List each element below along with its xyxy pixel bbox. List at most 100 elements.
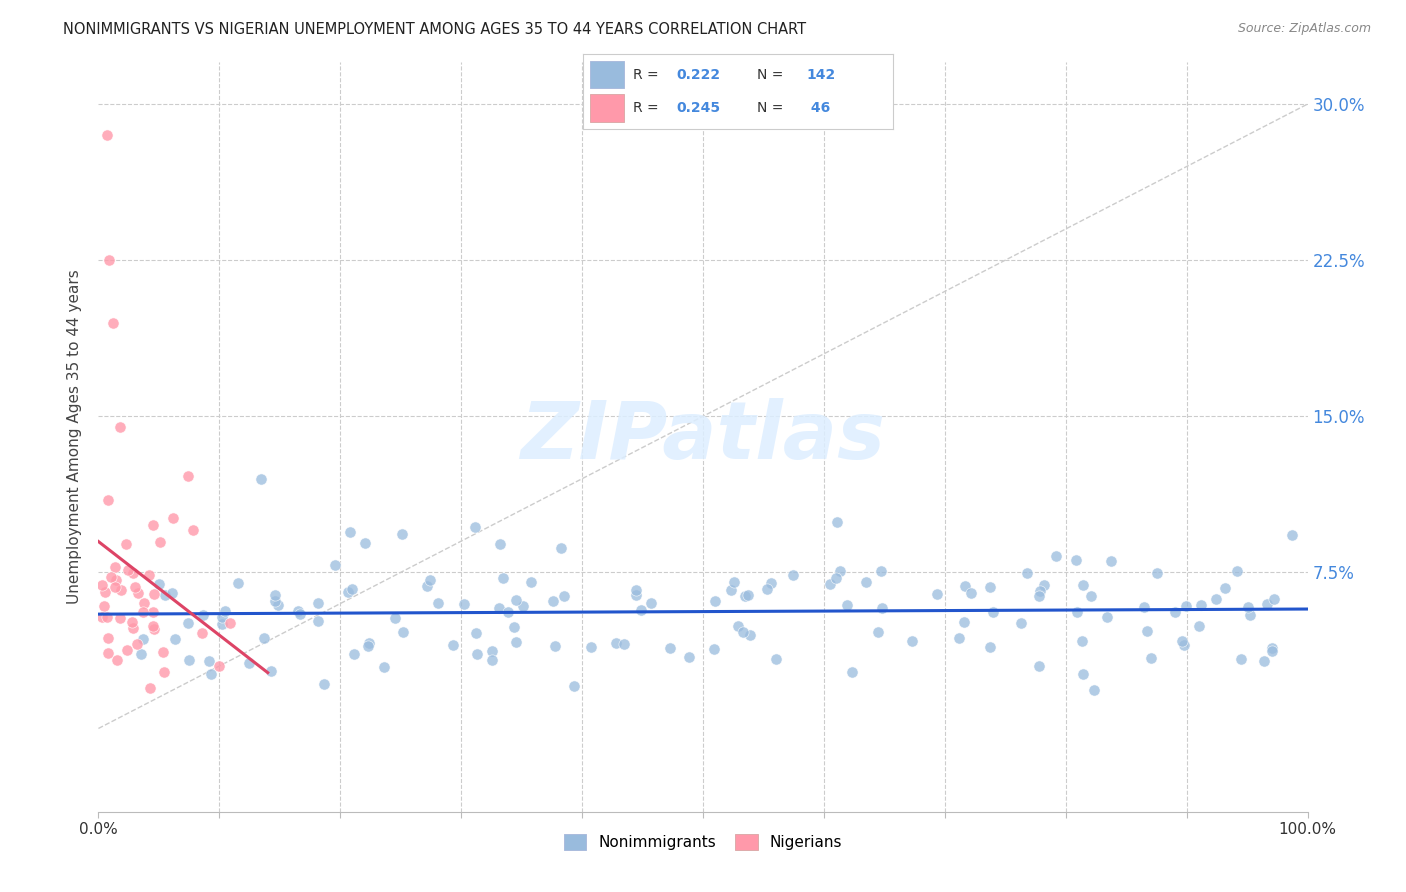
Text: N =: N =: [756, 101, 787, 115]
Point: [492, 571, 515, 585]
Point: [323, 558, 346, 572]
Point: [496, 605, 519, 619]
Point: [104, 580, 127, 594]
Point: [101, 316, 124, 330]
Point: [115, 642, 138, 657]
Point: [613, 637, 636, 651]
Point: [1170, 633, 1192, 648]
Point: [1133, 600, 1156, 615]
Point: [307, 596, 329, 610]
Text: 142: 142: [806, 68, 835, 82]
Point: [579, 640, 602, 655]
FancyBboxPatch shape: [589, 95, 624, 122]
Point: [253, 632, 276, 646]
Point: [658, 641, 681, 656]
Point: [336, 585, 359, 599]
Point: [703, 642, 725, 657]
Point: [1174, 599, 1197, 613]
Point: [312, 677, 335, 691]
Point: [1029, 583, 1052, 598]
Point: [339, 524, 361, 539]
Point: [114, 537, 136, 551]
Point: [211, 616, 233, 631]
Point: [122, 621, 145, 635]
Point: [104, 560, 127, 574]
Point: [727, 619, 749, 633]
Point: [756, 582, 779, 596]
Text: R =: R =: [633, 101, 664, 115]
Point: [505, 635, 527, 649]
Point: [1032, 577, 1054, 591]
Point: [1236, 600, 1258, 615]
Text: N =: N =: [756, 68, 787, 82]
Point: [91, 610, 114, 624]
Point: [733, 624, 755, 639]
Point: [98, 253, 121, 268]
Point: [979, 640, 1001, 654]
Point: [1015, 566, 1038, 581]
Point: [97, 493, 120, 508]
Point: [828, 564, 851, 578]
Point: [373, 659, 395, 673]
Point: [1263, 591, 1285, 606]
Text: 0.245: 0.245: [676, 101, 720, 115]
Point: [1146, 566, 1168, 581]
Point: [134, 596, 156, 610]
Point: [1229, 652, 1251, 666]
Point: [96, 610, 118, 624]
Point: [467, 647, 489, 661]
Point: [900, 633, 922, 648]
Point: [481, 653, 503, 667]
Point: [1028, 658, 1050, 673]
Legend: Nonimmigrants, Nigerians: Nonimmigrants, Nigerians: [557, 829, 849, 856]
Point: [465, 625, 488, 640]
Point: [1071, 577, 1094, 591]
Point: [179, 653, 201, 667]
Point: [177, 616, 200, 631]
Point: [740, 628, 762, 642]
Point: [562, 679, 585, 693]
Point: [550, 541, 572, 555]
Point: [1189, 599, 1212, 613]
Point: [489, 537, 512, 551]
Point: [259, 664, 281, 678]
Point: [1226, 564, 1249, 578]
Point: [190, 626, 212, 640]
Point: [143, 586, 166, 600]
Point: [782, 567, 804, 582]
Point: [953, 579, 976, 593]
Point: [1071, 667, 1094, 681]
Point: [1083, 682, 1105, 697]
Point: [678, 649, 700, 664]
Point: [502, 619, 524, 633]
Point: [1281, 528, 1303, 542]
Point: [191, 608, 214, 623]
Point: [264, 588, 287, 602]
Point: [357, 636, 380, 650]
Point: [121, 566, 143, 580]
Point: [979, 580, 1001, 594]
Point: [94, 584, 117, 599]
Point: [238, 657, 260, 671]
Text: Source: ZipAtlas.com: Source: ZipAtlas.com: [1237, 22, 1371, 36]
Point: [630, 603, 652, 617]
Text: 46: 46: [806, 101, 831, 115]
Point: [855, 574, 877, 589]
Point: [1173, 638, 1195, 652]
Point: [353, 536, 375, 550]
Point: [152, 645, 174, 659]
Point: [981, 605, 1004, 619]
Point: [91, 577, 114, 591]
Text: NONIMMIGRANTS VS NIGERIAN UNEMPLOYMENT AMONG AGES 35 TO 44 YEARS CORRELATION CHA: NONIMMIGRANTS VS NIGERIAN UNEMPLOYMENT A…: [63, 22, 807, 37]
Point: [1010, 615, 1032, 630]
Point: [605, 636, 627, 650]
Point: [734, 589, 756, 603]
Point: [872, 601, 894, 615]
Point: [219, 615, 242, 630]
FancyBboxPatch shape: [589, 62, 624, 88]
Point: [624, 583, 647, 598]
Point: [131, 605, 153, 619]
Point: [340, 582, 363, 597]
Point: [1064, 552, 1087, 566]
Point: [441, 638, 464, 652]
